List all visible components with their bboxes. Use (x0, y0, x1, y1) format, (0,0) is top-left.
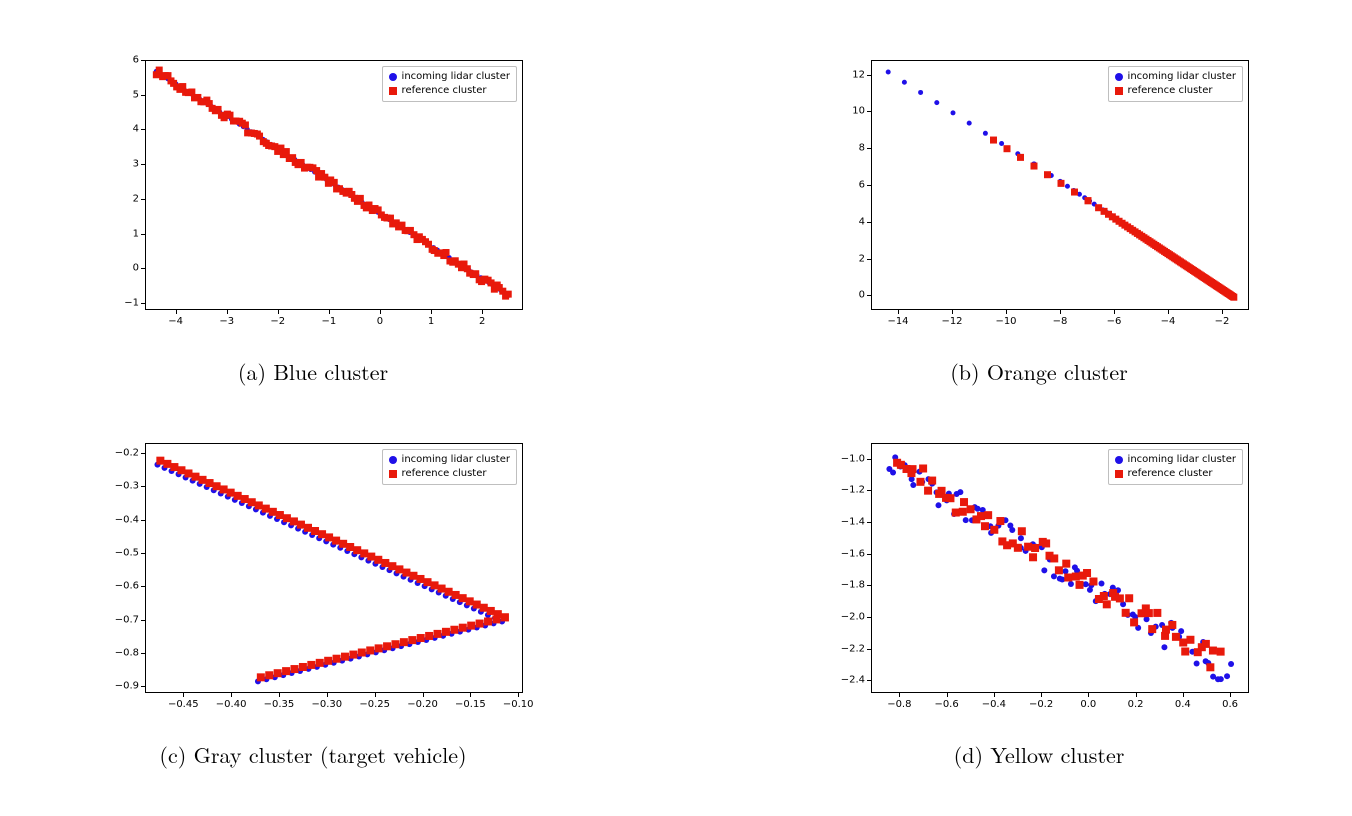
y-tick-label: 10 (852, 106, 865, 117)
x-tick-label: −12 (941, 316, 962, 327)
y-tick-label: 4 (133, 124, 139, 135)
x-tick-label: 0.0 (1080, 699, 1096, 710)
chart-b: −14 −12 −10 −8 −6 −4 −2 0 2 4 6 8 10 12 incoming lidar… (819, 50, 1259, 340)
square-marker-icon (389, 470, 397, 478)
legend: incoming lidar clusterreference cluster (1108, 449, 1243, 485)
y-tick-label: −1.4 (841, 517, 865, 528)
legend-label: reference cluster (1128, 84, 1213, 98)
legend: incoming lidar clusterreference cluster (1108, 66, 1243, 102)
x-tick-label: −0.35 (264, 699, 295, 710)
caption-b: (b) Orange cluster (950, 356, 1127, 387)
legend-label: reference cluster (402, 467, 487, 481)
y-tick-label: −1.6 (841, 548, 865, 559)
circle-marker-icon (389, 73, 397, 81)
x-tick-label: −0.4 (982, 699, 1006, 710)
caption-c: (c) Gray cluster (target vehicle) (159, 739, 466, 770)
legend-label: incoming lidar cluster (1128, 453, 1236, 467)
y-tick-label: 5 (133, 89, 139, 100)
x-tick-label: −3 (219, 316, 234, 327)
y-tick-label: 12 (852, 69, 865, 80)
y-tick-label: −0.4 (115, 514, 139, 525)
y-tick-label: −0.9 (115, 681, 139, 692)
x-tick-label: −0.40 (216, 699, 247, 710)
y-tick-label: −0.6 (115, 581, 139, 592)
y-tick-label: 1 (133, 228, 139, 239)
caption-d: (d) Yellow cluster (954, 739, 1125, 770)
y-tick-label: 2 (859, 253, 865, 264)
y-tick-label: −0.3 (115, 481, 139, 492)
x-tick-label: −0.8 (887, 699, 911, 710)
y-tick-label: −1.8 (841, 580, 865, 591)
y-tick-label: −1.2 (841, 485, 865, 496)
x-tick-label: −2 (1215, 316, 1230, 327)
y-tick-label: −0.8 (115, 648, 139, 659)
x-tick-label: 1 (428, 316, 434, 327)
panel-d: −0.8 −0.6 −0.4 −0.2 0.0 0.2 0.4 0.6 −2.4 −2.2 −2.0… (776, 433, 1302, 786)
y-tick-label: 0 (133, 263, 139, 274)
square-marker-icon (389, 87, 397, 95)
circle-marker-icon (389, 456, 397, 464)
x-tick-label: −0.10 (503, 699, 534, 710)
x-tick-label: −0.25 (359, 699, 390, 710)
square-marker-icon (1115, 87, 1123, 95)
panel-c: −0.45 −0.40 −0.35 −0.30 −0.25 −0.20 −0.15 −0.10… (50, 433, 576, 786)
x-tick-label: −0.20 (407, 699, 438, 710)
y-tick-label: −0.5 (115, 548, 139, 559)
y-tick-label: −1 (124, 298, 139, 309)
x-tick-label: 2 (479, 316, 485, 327)
y-tick-label: 4 (859, 216, 865, 227)
circle-marker-icon (1115, 73, 1123, 81)
circle-marker-icon (1115, 456, 1123, 464)
panel-a: −4 −3 −2 −1 0 1 2 −1 0 1 2 3 4 5 6 incoming lidar clust… (50, 50, 576, 403)
x-tick-label: 0.4 (1175, 699, 1191, 710)
legend: incoming lidar clusterreference cluster (382, 66, 517, 102)
figure-grid: −4−3−2−1012−10123456incoming lidar clust… (0, 0, 1352, 816)
chart-a: −4 −3 −2 −1 0 1 2 −1 0 1 2 3 4 5 6 incoming lidar clust… (93, 50, 533, 340)
chart-d: −0.8 −0.6 −0.4 −0.2 0.0 0.2 0.4 0.6 −2.4 −2.2 −2.0… (819, 433, 1259, 723)
x-tick-label: −0.6 (934, 699, 958, 710)
legend-label: incoming lidar cluster (1128, 70, 1236, 84)
chart-c: −0.45 −0.40 −0.35 −0.30 −0.25 −0.20 −0.15 −0.10… (93, 433, 533, 723)
x-tick-label: −0.30 (311, 699, 342, 710)
square-marker-icon (1115, 470, 1123, 478)
y-tick-label: −1.0 (841, 453, 865, 464)
y-tick-label: −2.2 (841, 643, 865, 654)
x-tick-label: −1 (322, 316, 337, 327)
y-tick-label: 6 (133, 55, 139, 66)
legend: incoming lidar clusterreference cluster (382, 449, 517, 485)
x-tick-label: −6 (1107, 316, 1122, 327)
y-tick-label: −2.4 (841, 675, 865, 686)
legend-label: incoming lidar cluster (402, 453, 510, 467)
x-tick-label: −14 (887, 316, 908, 327)
y-tick-label: −0.7 (115, 614, 139, 625)
x-tick-label: 0.2 (1128, 699, 1144, 710)
x-tick-label: −4 (1161, 316, 1176, 327)
y-tick-label: 3 (133, 159, 139, 170)
legend-label: reference cluster (1128, 467, 1213, 481)
y-tick-label: 2 (133, 193, 139, 204)
x-tick-label: −10 (995, 316, 1016, 327)
y-tick-label: −0.2 (115, 448, 139, 459)
x-tick-label: −0.45 (168, 699, 199, 710)
y-tick-label: 0 (859, 290, 865, 301)
x-tick-label: 0.6 (1222, 699, 1238, 710)
x-tick-label: −4 (168, 316, 183, 327)
x-tick-label: −0.15 (455, 699, 486, 710)
panel-b: −14 −12 −10 −8 −6 −4 −2 0 2 4 6 8 10 12 incoming lidar… (776, 50, 1302, 403)
y-tick-label: −2.0 (841, 612, 865, 623)
legend-label: incoming lidar cluster (402, 70, 510, 84)
x-tick-label: −2 (270, 316, 285, 327)
legend-label: reference cluster (402, 84, 487, 98)
x-tick-label: 0 (377, 316, 383, 327)
y-tick-label: 6 (859, 180, 865, 191)
x-tick-label: −0.2 (1029, 699, 1053, 710)
caption-a: (a) Blue cluster (238, 356, 388, 387)
y-tick-label: 8 (859, 143, 865, 154)
x-tick-label: −8 (1053, 316, 1068, 327)
